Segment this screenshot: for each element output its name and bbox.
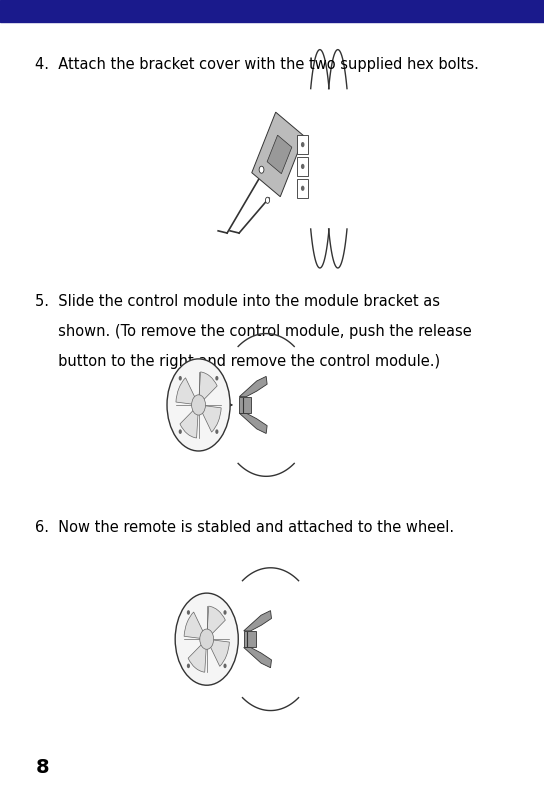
Circle shape bbox=[259, 166, 264, 173]
Bar bbox=[244, 631, 256, 647]
Circle shape bbox=[187, 664, 190, 669]
Wedge shape bbox=[207, 606, 225, 639]
Text: shown. (To remove the control module, push the release: shown. (To remove the control module, pu… bbox=[35, 324, 472, 339]
Text: 4.  Attach the bracket cover with the two supplied hex bolts.: 4. Attach the bracket cover with the two… bbox=[35, 57, 479, 72]
Polygon shape bbox=[298, 179, 308, 198]
Bar bbox=[239, 397, 251, 413]
Polygon shape bbox=[298, 135, 308, 154]
Polygon shape bbox=[298, 157, 308, 176]
Text: 5.  Slide the control module into the module bracket as: 5. Slide the control module into the mod… bbox=[35, 294, 440, 309]
Circle shape bbox=[167, 359, 230, 451]
Circle shape bbox=[178, 430, 182, 434]
Polygon shape bbox=[267, 135, 292, 174]
Circle shape bbox=[301, 142, 305, 147]
Wedge shape bbox=[199, 372, 217, 405]
Circle shape bbox=[224, 610, 227, 615]
Polygon shape bbox=[244, 647, 271, 668]
Wedge shape bbox=[188, 639, 207, 673]
Wedge shape bbox=[176, 378, 199, 405]
Wedge shape bbox=[180, 405, 199, 438]
Polygon shape bbox=[239, 413, 267, 434]
Circle shape bbox=[178, 376, 182, 380]
Wedge shape bbox=[184, 612, 207, 639]
Polygon shape bbox=[239, 376, 267, 397]
Polygon shape bbox=[252, 112, 304, 197]
Circle shape bbox=[224, 664, 227, 669]
Circle shape bbox=[191, 395, 206, 415]
Circle shape bbox=[301, 186, 305, 191]
Bar bbox=[0, 0, 544, 22]
Text: button to the right and remove the control module.): button to the right and remove the contr… bbox=[35, 354, 441, 369]
Polygon shape bbox=[244, 611, 271, 631]
Circle shape bbox=[215, 430, 219, 434]
Circle shape bbox=[301, 164, 305, 169]
Text: 8: 8 bbox=[35, 757, 49, 777]
Circle shape bbox=[187, 610, 190, 615]
Text: 6.  Now the remote is stabled and attached to the wheel.: 6. Now the remote is stabled and attache… bbox=[35, 520, 454, 535]
Circle shape bbox=[215, 376, 219, 380]
Wedge shape bbox=[207, 639, 230, 666]
Circle shape bbox=[265, 197, 270, 203]
Circle shape bbox=[175, 593, 238, 685]
Wedge shape bbox=[199, 405, 221, 432]
Circle shape bbox=[200, 629, 214, 649]
